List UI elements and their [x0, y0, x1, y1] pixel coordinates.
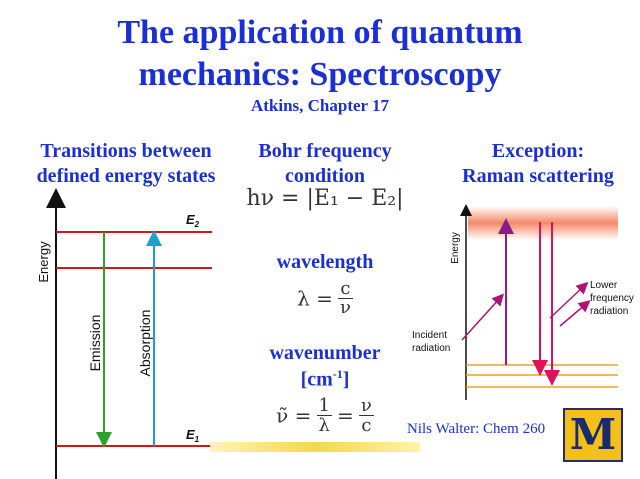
e1-label: E1 [186, 427, 200, 444]
logo-letter: M [569, 410, 617, 459]
wavelength-label: wavelength [276, 251, 374, 273]
wavenumber-fraction-1: 1 λ [316, 395, 332, 436]
left-heading: Transitions between defined energy state… [20, 139, 232, 189]
wavenumber-equation: ν̃ = 1 λ = ν c [276, 395, 374, 436]
lower-frequency-label: Lower frequency radiation [590, 280, 637, 317]
e2-label: E2 [186, 212, 200, 229]
right-heading-line2: Raman scattering [462, 165, 614, 187]
middle-heading-line1: Bohr frequency [258, 140, 392, 162]
left-heading-line2: defined energy states [36, 165, 216, 187]
wavelength-eq-lhs: λ = [297, 286, 333, 311]
raman-energy-label: Energy [450, 232, 461, 264]
energy-axis-label: Energy [36, 241, 51, 283]
slide-title-line1: The application of quantum [117, 14, 523, 51]
slide-title-line2: mechanics: Spectroscopy [138, 56, 502, 93]
bohr-equation: hν = |E₁ − E₂| [246, 186, 404, 211]
wavenumber-label: wavenumber [269, 342, 381, 364]
absorption-label: Absorption [137, 310, 153, 377]
university-logo: M [563, 408, 623, 462]
wavelength-denominator: ν [339, 297, 351, 318]
left-heading-line1: Transitions between [40, 140, 212, 162]
raman-diagram: Energy Lower frequency radiation [450, 204, 637, 400]
wavenumber-eq-lhs: ν̃ = [276, 403, 312, 428]
wavenumber-fraction-2: ν c [358, 395, 374, 436]
author-credit: Nils Walter: Chem 260 [407, 421, 546, 437]
wavelength-numerator: c [337, 280, 353, 299]
right-heading: Exception: Raman scattering [448, 139, 628, 189]
emission-label: Emission [87, 315, 103, 372]
scattered-arrow-1 [549, 281, 589, 319]
incident-radiation-label: Incident radiation [412, 330, 451, 354]
incident-arrow [461, 293, 505, 341]
wavenumber-unit: [cm-1] [300, 367, 350, 391]
wavelength-equation: λ = c ν [240, 280, 410, 317]
energy-level-diagram: Energy Emission Absorption E2 E1 [36, 188, 212, 479]
highlight-strip [210, 442, 420, 452]
slide-subtitle: Atkins, Chapter 17 [250, 96, 390, 115]
right-heading-line1: Exception: [491, 140, 585, 162]
wavelength-fraction: c ν [337, 280, 353, 318]
scattered-arrow-2 [559, 300, 591, 327]
middle-heading: Bohr frequency condition [240, 139, 410, 189]
middle-heading-line2: condition [284, 165, 366, 187]
virtual-state-band [468, 206, 618, 240]
